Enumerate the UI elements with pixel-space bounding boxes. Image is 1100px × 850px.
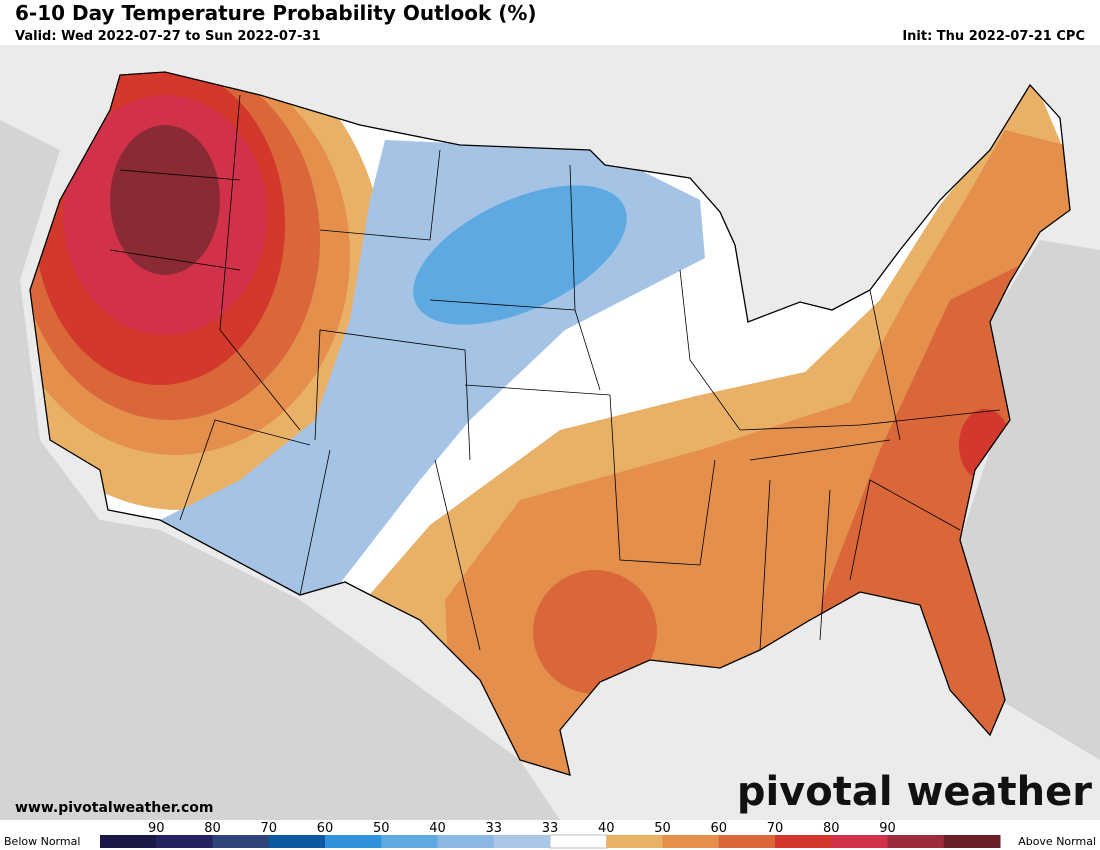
- init-time: Init: Thu 2022-07-21 CPC: [902, 29, 1085, 44]
- legend-tick-label: 40: [598, 821, 615, 836]
- legend-swatch: [831, 835, 888, 848]
- title: 6-10 Day Temperature Probability Outlook…: [15, 1, 537, 25]
- legend-swatch: [775, 835, 832, 848]
- legend-swatch: [437, 835, 495, 848]
- legend-tick-label: 90: [879, 821, 896, 836]
- header-band: [0, 0, 1100, 45]
- legend-tick-label: 60: [710, 821, 727, 836]
- legend: 90 80 70 60 50 40 33 33 40 50 60 70 80 90: [100, 821, 1001, 849]
- state-lines: [109, 94, 1001, 651]
- legend-tick-label: 90: [148, 821, 165, 836]
- legend-swatch: [606, 835, 663, 848]
- legend-swatch: [549, 834, 608, 849]
- legend-tick-label: 80: [823, 821, 840, 836]
- legend-tick-label: 50: [373, 821, 390, 836]
- legend-swatch: [662, 835, 720, 848]
- legend-tick-label: 40: [429, 821, 446, 836]
- legend-tick-label: 80: [204, 821, 221, 836]
- valid-time: Valid: Wed 2022-07-27 to Sun 2022-07-31: [15, 29, 321, 44]
- legend-swatch: [381, 835, 438, 848]
- above-normal-label: Above Normal: [1018, 835, 1096, 848]
- below-normal-label: Below Normal: [4, 835, 80, 848]
- brand: pivotal weather: [737, 769, 1092, 815]
- legend-tick-label: 33: [542, 821, 559, 836]
- legend-swatch: [718, 835, 776, 848]
- legend-swatch: [100, 835, 157, 848]
- legend-swatch: [887, 835, 945, 848]
- legend-swatch: [943, 835, 1001, 848]
- legend-tick-label: 70: [260, 821, 277, 836]
- legend-swatch: [325, 835, 382, 848]
- website: www.pivotalweather.com: [15, 800, 214, 816]
- legend-swatch: [268, 835, 326, 848]
- legend-swatch: [156, 835, 213, 848]
- legend-tick-label: 33: [485, 821, 502, 836]
- legend-swatch: [212, 835, 270, 848]
- legend-tick-label: 50: [654, 821, 671, 836]
- legend-tick-label: 70: [767, 821, 784, 836]
- legend-swatch: [493, 835, 551, 848]
- legend-tick-label: 60: [317, 821, 334, 836]
